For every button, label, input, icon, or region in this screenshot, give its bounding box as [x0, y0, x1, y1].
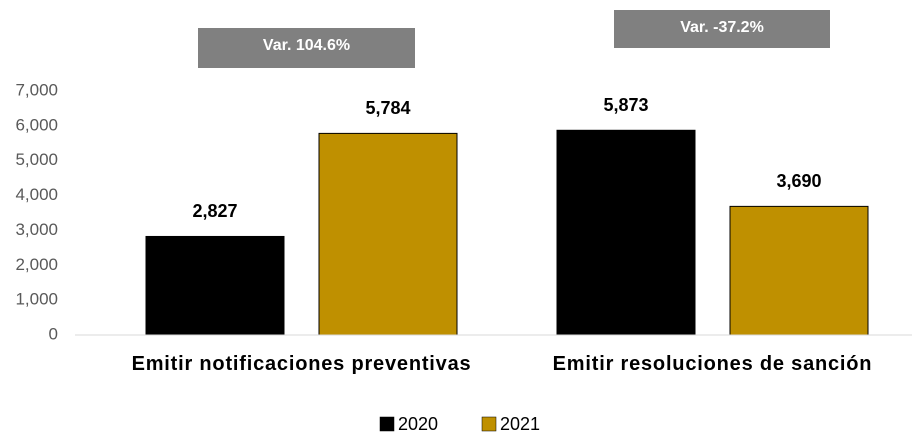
annotation-box — [198, 28, 415, 68]
data-label: 5,873 — [603, 95, 648, 115]
y-tick-label: 2,000 — [15, 255, 58, 274]
legend-label: 2021 — [500, 414, 540, 434]
y-tick-label: 6,000 — [15, 115, 58, 134]
bar — [729, 205, 869, 336]
y-tick-label: 7,000 — [15, 80, 58, 99]
data-label: 3,690 — [776, 171, 821, 191]
bar — [145, 235, 285, 336]
x-tick-label: Emitir resoluciones de sanción — [552, 353, 873, 375]
x-tick-label-box: Emitir notificaciones preventivas — [131, 353, 472, 375]
annotation: Var. 104.6% — [263, 37, 350, 54]
bar — [318, 132, 458, 336]
legend-swatch — [481, 416, 497, 432]
annotation: Var. -37.2% — [680, 19, 764, 36]
y-tick-label: 4,000 — [15, 185, 58, 204]
bar — [556, 129, 696, 336]
legend-swatch — [379, 416, 395, 432]
data-label: 2,827 — [192, 201, 237, 221]
x-tick-label: Emitir notificaciones preventivas — [131, 353, 472, 375]
y-tick-label: 5,000 — [15, 150, 58, 169]
x-tick-label-box: Emitir resoluciones de sanción — [552, 353, 873, 375]
y-tick-label: 1,000 — [15, 290, 58, 309]
y-tick-label: 3,000 — [15, 220, 58, 239]
data-label: 5,784 — [365, 98, 410, 118]
legend-label: 2020 — [398, 414, 438, 434]
y-tick-label: 0 — [49, 324, 58, 343]
annotation-box — [614, 10, 830, 48]
